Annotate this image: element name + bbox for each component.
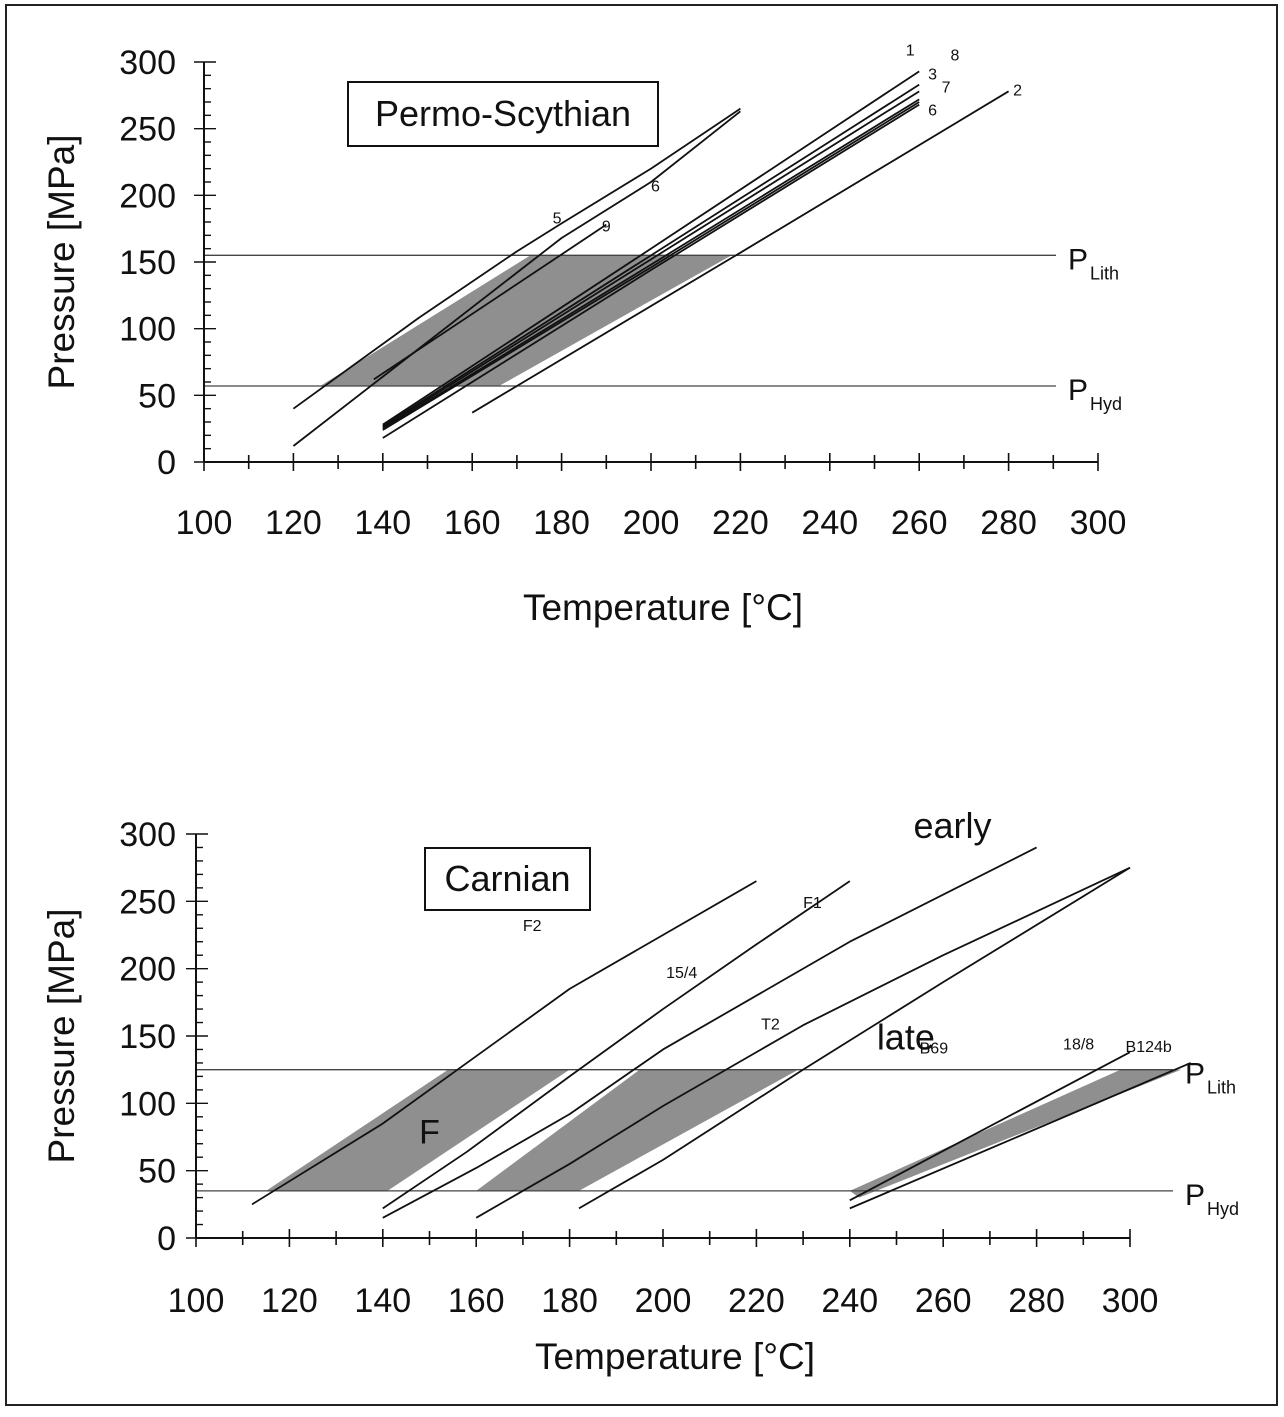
x-tick-label: 300 <box>1070 504 1127 542</box>
x-tick-label: 100 <box>168 1282 225 1320</box>
x-axis-title: Temperature [°C] <box>535 1336 815 1377</box>
y-tick-label: 100 <box>119 1085 176 1123</box>
series-label: F2 <box>523 918 542 935</box>
series-line-5-0 <box>292 107 741 410</box>
series-label: F1 <box>803 895 822 912</box>
y-tick-label: 50 <box>138 377 176 415</box>
series-line-18/8-5 <box>849 1051 1131 1202</box>
reference-label-sub-lith: Lith <box>1207 1078 1236 1098</box>
series-label: B69 <box>920 1041 949 1058</box>
series-label: 15/4 <box>666 965 697 982</box>
x-tick-label: 200 <box>635 1282 692 1320</box>
x-tick-label: 220 <box>712 504 769 542</box>
series-line-B69-4 <box>578 866 1131 1210</box>
y-tick-label: 200 <box>119 951 176 989</box>
shaded-region-1 <box>476 1069 799 1191</box>
series-line-2-9 <box>471 90 1010 414</box>
panel-title-box <box>424 847 591 911</box>
series-label: 9 <box>602 218 611 235</box>
series-line-B124b-6 <box>849 1062 1192 1210</box>
annotation-late: late <box>877 1016 935 1057</box>
x-tick-label: 200 <box>623 504 680 542</box>
annotation-F: F <box>419 1114 440 1152</box>
shaded-region-0 <box>266 1069 570 1191</box>
series-line-3-4 <box>382 83 920 427</box>
x-tick-label: 300 <box>1102 1282 1159 1320</box>
series-label: T2 <box>761 1016 780 1033</box>
reference-label-lith: P <box>1185 1058 1205 1091</box>
y-tick-label: 250 <box>119 883 176 921</box>
series-line-F2-0 <box>251 880 757 1206</box>
series-line-7-5 <box>382 90 920 429</box>
y-axis-title: Pressure [MPa] <box>41 135 82 390</box>
x-tick-label: 240 <box>801 504 858 542</box>
reference-label-hyd: P <box>1068 374 1088 407</box>
reference-label-sub-hyd: Hyd <box>1207 1199 1239 1219</box>
x-tick-label: 220 <box>728 1282 785 1320</box>
panel-title: Permo-Scythian <box>375 93 631 134</box>
series-line-9-2 <box>373 223 607 381</box>
y-tick-label: 50 <box>138 1153 176 1191</box>
panel-title-box <box>347 81 659 147</box>
x-tick-label: 160 <box>444 504 501 542</box>
series-line-1-3 <box>382 70 920 426</box>
annotation-early: early <box>914 805 992 846</box>
reference-label-sub-lith: Lith <box>1090 263 1119 283</box>
series-line-unlabeled-8 <box>382 103 920 439</box>
series-line-T2-3 <box>475 866 1131 1219</box>
x-tick-label: 140 <box>354 1282 411 1320</box>
panel-title: Carnian <box>444 858 570 899</box>
shaded-region-0 <box>320 255 732 386</box>
series-label: 5 <box>553 210 562 227</box>
series-label: 2 <box>1013 82 1022 99</box>
x-tick-label: 180 <box>541 1282 598 1320</box>
reference-label-sub-hyd: Hyd <box>1090 394 1122 414</box>
y-tick-label: 0 <box>157 444 176 482</box>
y-axis-title: Pressure [MPa] <box>41 909 82 1164</box>
y-tick-label: 300 <box>119 816 176 854</box>
x-axis-title: Temperature [°C] <box>523 587 803 628</box>
x-tick-label: 120 <box>265 504 322 542</box>
x-tick-label: 160 <box>448 1282 505 1320</box>
series-line-6-1 <box>292 110 741 447</box>
x-tick-label: 140 <box>354 504 411 542</box>
series-line-6-6 <box>382 98 920 430</box>
y-tick-label: 200 <box>119 177 176 215</box>
x-tick-label: 280 <box>1008 1282 1065 1320</box>
y-tick-label: 300 <box>119 44 176 82</box>
y-tick-label: 0 <box>157 1220 176 1258</box>
series-line-8-7 <box>382 101 920 431</box>
x-tick-label: 120 <box>261 1282 318 1320</box>
x-tick-label: 280 <box>980 504 1037 542</box>
x-tick-label: 240 <box>821 1282 878 1320</box>
series-label: 6 <box>928 102 937 119</box>
x-tick-label: 180 <box>533 504 590 542</box>
series-label: 7 <box>942 80 951 97</box>
y-tick-label: 150 <box>119 1018 176 1056</box>
y-tick-label: 100 <box>119 311 176 349</box>
x-tick-label: 100 <box>176 504 233 542</box>
series-label: 1 <box>906 42 915 59</box>
series-line-F1-1 <box>382 880 851 1210</box>
series-label: 6 <box>651 178 660 195</box>
series-label: 8 <box>951 48 960 65</box>
reference-label-hyd: P <box>1185 1179 1205 1212</box>
series-label: B124b <box>1126 1039 1172 1056</box>
reference-label-lith: P <box>1068 243 1088 276</box>
series-line-15/4-2 <box>382 846 1038 1219</box>
series-label: 3 <box>928 66 937 83</box>
series-label: 18/8 <box>1063 1036 1094 1053</box>
y-tick-label: 150 <box>119 244 176 282</box>
x-tick-label: 260 <box>891 504 948 542</box>
x-tick-label: 260 <box>915 1282 972 1320</box>
y-tick-label: 250 <box>119 111 176 149</box>
